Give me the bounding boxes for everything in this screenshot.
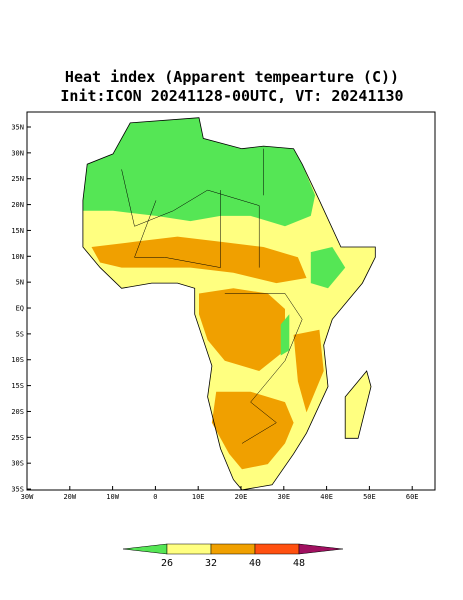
colorbar-segment (254, 543, 300, 555)
lat-label: 25N (11, 175, 24, 183)
heat-region (280, 314, 290, 356)
lat-label: 5S (16, 330, 24, 338)
lat-label: 10S (11, 356, 24, 364)
border (121, 169, 260, 268)
colorbar-label: 26 (161, 558, 173, 569)
lat-label: 5N (16, 279, 24, 287)
lon-label: 60E (406, 493, 419, 501)
lat-label: 30S (11, 460, 24, 468)
lat-label: 35S (11, 486, 24, 494)
heat-region (310, 247, 346, 289)
colorbar-segment (298, 543, 344, 555)
land (82, 117, 376, 491)
colorbar-segment (122, 543, 168, 555)
heat-region (211, 391, 294, 470)
lon-label: 10E (192, 493, 205, 501)
title: Heat index (Apparent tempearture (C)) (65, 68, 399, 86)
lon-label: 20W (63, 493, 76, 501)
coastline (82, 117, 376, 491)
lat-label: 10N (11, 253, 24, 261)
colorbar-label: 48 (293, 558, 305, 569)
lon-label: 20E (235, 493, 248, 501)
lon-label: 50E (363, 493, 376, 501)
subtitle: Init:ICON 20241128-00UTC, VT: 20241130 (60, 87, 403, 105)
lat-label: 15S (11, 382, 24, 390)
border (134, 200, 221, 268)
colorbar-segment (166, 543, 212, 555)
lat-label: EQ (16, 305, 24, 313)
lat-label: 25S (11, 434, 24, 442)
heat-region (199, 288, 285, 371)
land-area (344, 370, 372, 439)
lon-label: 40E (320, 493, 333, 501)
lat-label: 30N (11, 149, 24, 157)
colorbar-label: 40 (249, 558, 261, 569)
heat-region (82, 117, 316, 227)
border (224, 293, 303, 444)
lon-label: 0 (153, 493, 157, 501)
colorbar-label: 32 (205, 558, 217, 569)
lat-label: 35N (11, 124, 24, 132)
lat-label: 15N (11, 227, 24, 235)
lon-label: 30W (21, 493, 34, 501)
lon-label: 10W (106, 493, 119, 501)
heat-region (293, 329, 324, 413)
lat-label: 20S (11, 408, 24, 416)
lat-label: 20N (11, 201, 24, 209)
lon-label: 30E (277, 493, 290, 501)
colorbar-segment (210, 543, 256, 555)
heat-region (91, 236, 307, 284)
